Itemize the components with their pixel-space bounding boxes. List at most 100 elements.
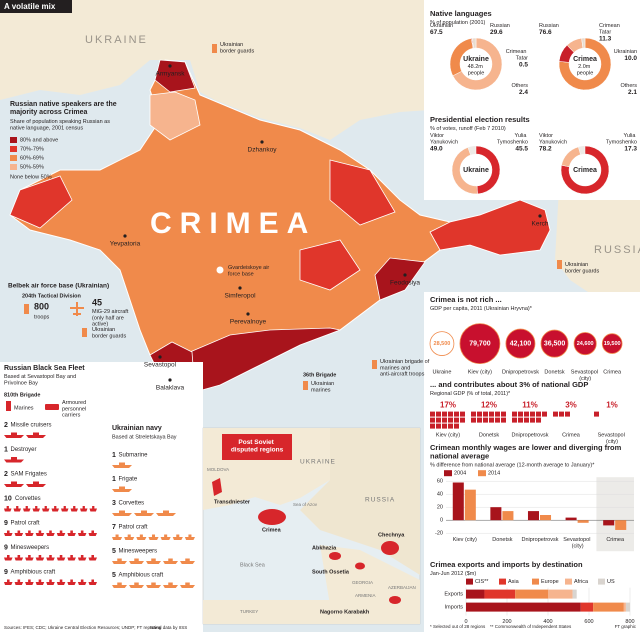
ship-label: Destroyer [11, 447, 37, 453]
waffle-cell [448, 423, 453, 429]
donut-center: Crimea [573, 167, 597, 174]
footer-text: FT graphic [615, 624, 637, 629]
ship-count: 5 [112, 572, 116, 579]
waffle-cell [530, 411, 535, 417]
footer-text: ** Commonwealth of Independent States [490, 624, 572, 629]
bar-segment [548, 589, 573, 599]
footer-text: Naval data by IISS [150, 625, 187, 630]
place-dot [260, 140, 264, 144]
ship-count: 1 [4, 446, 8, 453]
legend-label: Asia [508, 579, 520, 585]
bar [565, 517, 577, 521]
header-title: A volatile mix [4, 2, 56, 11]
inset-region: South Ossetia [312, 569, 350, 575]
slice-value: 67.5 [430, 29, 443, 36]
ship-count: 9 [4, 569, 8, 576]
bar [577, 520, 589, 523]
inset-transdniester [212, 478, 222, 496]
ship-count: 3 [112, 500, 116, 507]
ship-icon [180, 582, 195, 588]
waffle-cell [454, 417, 459, 423]
waffle-cell [518, 417, 523, 423]
bubble [540, 329, 569, 358]
waffle-cell [553, 411, 558, 417]
troop-icon [24, 304, 29, 314]
bar [452, 482, 464, 521]
ship-icon [4, 579, 13, 585]
slice-value: 0.5 [519, 62, 528, 69]
waffle-cell [477, 417, 482, 423]
legend-label: Africa [574, 579, 589, 585]
region-label: CRIMEA [150, 207, 316, 240]
waffle-label: Dnipropetrovsk [512, 433, 549, 439]
slice-label: Viktor Yanukovich [539, 133, 567, 145]
ship-icon [13, 506, 21, 512]
ship-icon [25, 579, 34, 585]
ship-icon [35, 555, 45, 561]
marine-icon [303, 381, 308, 390]
inset-region: Crimea [262, 527, 282, 533]
guard-icon [212, 44, 217, 53]
waffle-cell [430, 423, 435, 429]
waffle-cell [524, 411, 529, 417]
slice-label: Russian [539, 23, 559, 29]
place-dot [158, 355, 162, 359]
ship-count: 2 [4, 422, 8, 429]
troops-count: 800 [34, 301, 49, 311]
ship-icon [67, 530, 76, 536]
y-tick-label: Exports [444, 592, 463, 598]
y-tick-label: 60 [437, 479, 443, 485]
place-label: Armyansk [156, 71, 186, 78]
y-tick-label: 0 [440, 518, 443, 524]
ship-icon [56, 579, 66, 585]
section-title: Belbek air force base (Ukrainian) [8, 283, 109, 290]
waffle-cell [471, 417, 476, 423]
inset-chechnya [381, 541, 399, 555]
place-dot [403, 273, 407, 277]
x-tick-label: 600 [584, 619, 593, 625]
ship-icon [67, 579, 76, 585]
legend-swatch [598, 578, 605, 585]
country-label: RUSSIA [594, 244, 640, 256]
ship-label: Amphibious craft [119, 573, 164, 579]
legend-swatch [478, 470, 486, 477]
waffle-value: 12% [481, 401, 497, 410]
bubble-label: Dnipropetrovsk [502, 370, 539, 376]
waffle-cell [436, 423, 441, 429]
ship-icon [134, 510, 154, 516]
bar-segment [593, 602, 624, 612]
waffle-label: Donetsk [479, 433, 499, 439]
ship-icon [112, 486, 132, 492]
ship-icon [4, 506, 12, 512]
slice-label: Others [620, 83, 637, 89]
bar [540, 515, 552, 521]
place-label: Dzhankoy [248, 147, 278, 154]
slice-value: 10.0 [624, 55, 637, 62]
waffle-cell [559, 411, 564, 417]
bubble-label: Kiev (city) [468, 370, 492, 376]
guard-icon [557, 260, 562, 269]
ship-icon [77, 555, 87, 561]
place-label: Simferopol [224, 293, 256, 300]
waffle-cell [454, 423, 459, 429]
waffle-cell [542, 411, 547, 417]
donut-slice [558, 37, 612, 91]
ship-count: 5 [112, 548, 116, 555]
ship-icon [42, 506, 50, 512]
icon-label: Marines [14, 405, 34, 411]
inset-sea: Sea of Azov [293, 502, 318, 507]
ship-icon [146, 558, 161, 564]
inset-country: MOLDOVA [207, 467, 229, 472]
ship-label: Minesweepers [11, 545, 50, 551]
donut-center-sub: 48.2m people [468, 64, 485, 76]
inset-region: Abkhazia [312, 545, 337, 551]
bubble [429, 331, 455, 356]
x-tick-label: Donetsk [492, 538, 512, 544]
place-label: Kerch [532, 221, 549, 228]
slice-label: Yulia Tymoshenko [497, 133, 528, 145]
donut-slice [452, 37, 503, 91]
inset-country: AZERBAIJAN [388, 585, 416, 590]
slice-label: Viktor Yanukovich [430, 133, 458, 145]
waffle-cell [442, 411, 447, 417]
inset-south-ossetia [355, 562, 365, 570]
